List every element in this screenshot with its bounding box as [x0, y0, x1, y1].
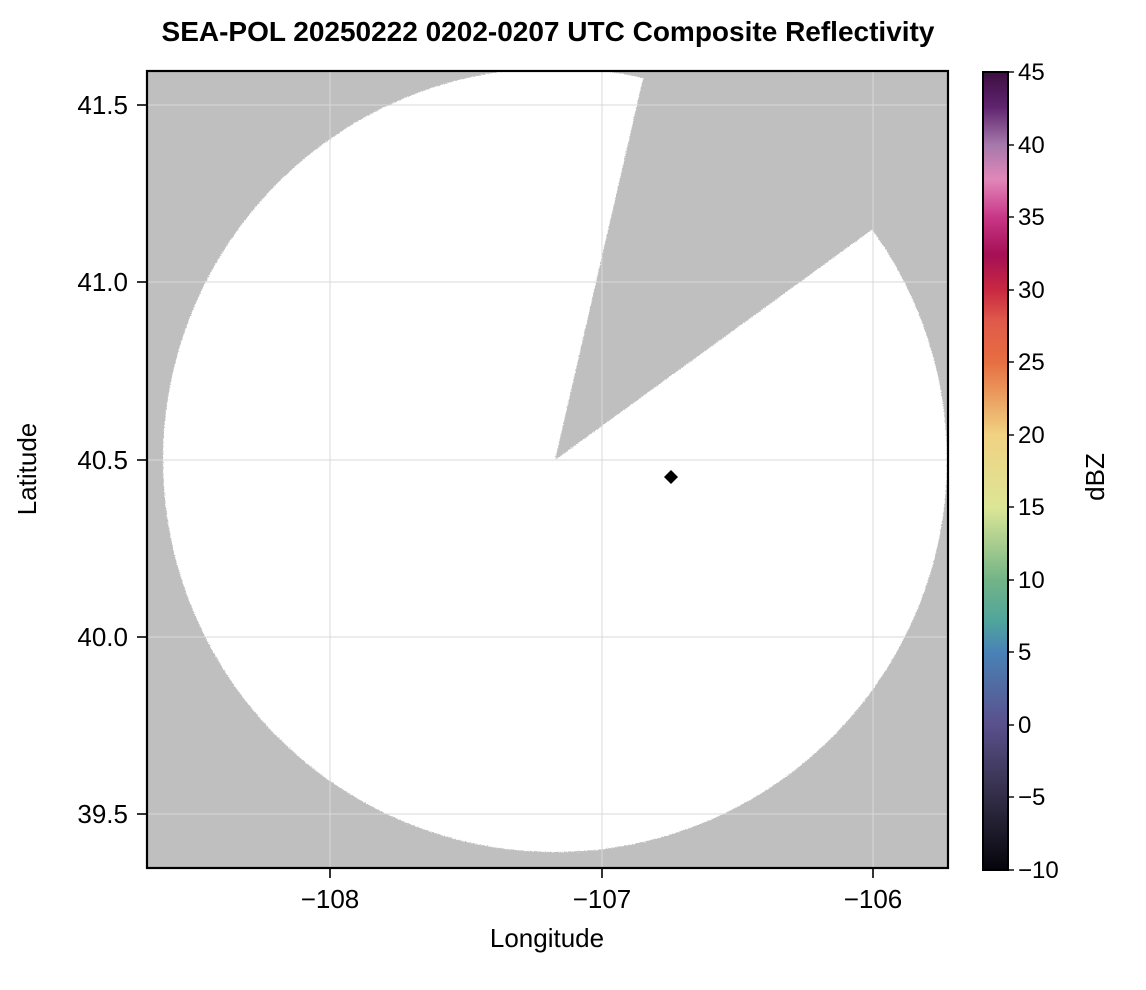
svg-text:dBZ: dBZ [1080, 453, 1110, 501]
svg-text:40.5: 40.5 [77, 445, 128, 475]
svg-text:35: 35 [1018, 204, 1045, 231]
svg-text:−107: −107 [573, 884, 632, 914]
svg-text:15: 15 [1018, 494, 1045, 521]
svg-text:−106: −106 [844, 884, 903, 914]
svg-text:45: 45 [1018, 59, 1045, 86]
svg-text:−5: −5 [1018, 784, 1045, 811]
svg-text:10: 10 [1018, 567, 1045, 594]
svg-text:30: 30 [1018, 277, 1045, 304]
svg-text:SEA-POL 20250222 0202-0207 UTC: SEA-POL 20250222 0202-0207 UTC Composite… [162, 16, 935, 47]
svg-text:−10: −10 [1018, 857, 1059, 884]
svg-text:−108: −108 [301, 884, 360, 914]
svg-text:Latitude: Latitude [12, 423, 42, 516]
svg-text:0: 0 [1018, 712, 1031, 739]
svg-text:40: 40 [1018, 132, 1045, 159]
svg-text:39.5: 39.5 [77, 799, 128, 829]
svg-text:25: 25 [1018, 349, 1045, 376]
svg-text:5: 5 [1018, 639, 1031, 666]
svg-text:41.0: 41.0 [77, 267, 128, 297]
svg-text:Longitude: Longitude [490, 923, 604, 953]
svg-text:20: 20 [1018, 422, 1045, 449]
svg-text:41.5: 41.5 [77, 90, 128, 120]
svg-text:40.0: 40.0 [77, 622, 128, 652]
